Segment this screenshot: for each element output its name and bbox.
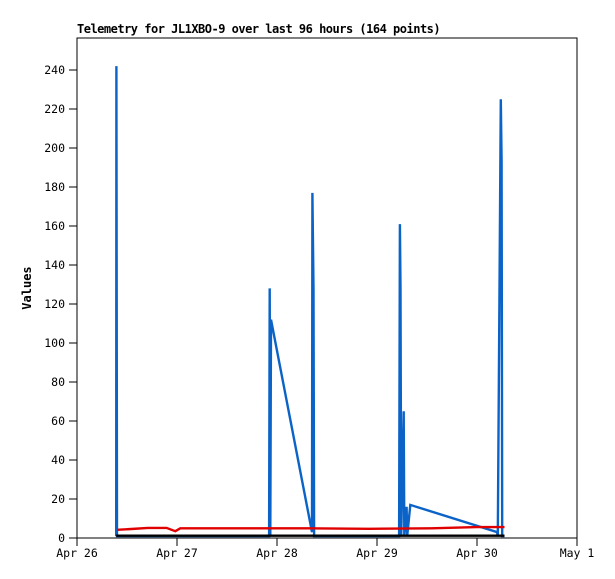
y-axis-label: Values: [20, 266, 34, 309]
y-tick-label: 80: [51, 375, 65, 389]
y-tick-label: 240: [44, 63, 65, 77]
y-tick-label: 40: [51, 453, 65, 467]
y-tick-label: 140: [44, 258, 65, 272]
y-tick-label: 100: [44, 336, 65, 350]
y-tick-label: 0: [58, 531, 65, 545]
plot-frame: [76, 37, 578, 539]
x-tick-label: Apr 28: [256, 546, 298, 560]
x-axis-ticks: Apr 26 Apr 27 Apr 28 Apr 29 Apr 30 May 1: [56, 538, 594, 560]
y-tick-label: 200: [44, 141, 65, 155]
data-series: [114, 66, 505, 538]
x-tick-label: Apr 27: [156, 546, 198, 560]
y-tick-label: 20: [51, 492, 65, 506]
y-tick-label: 220: [44, 102, 65, 116]
y-axis-ticks: 0 20 40 60 80 100 120 140 160 180 200 220 240: [44, 63, 77, 545]
y-tick-label: 120: [44, 297, 65, 311]
chart-title: Telemetry for JL1XBO-9 over last 96 hour…: [77, 22, 440, 36]
telemetry-channel-red-line: [116, 525, 505, 533]
y-tick-label: 160: [44, 219, 65, 233]
x-tick-label: Apr 30: [456, 546, 498, 560]
x-tick-label: Apr 29: [356, 546, 398, 560]
y-tick-label: 60: [51, 414, 65, 428]
x-tick-label: May 1: [560, 546, 595, 560]
y-tick-label: 180: [44, 180, 65, 194]
telemetry-channel-blue-line: [114, 66, 505, 538]
x-tick-label: Apr 26: [56, 546, 98, 560]
